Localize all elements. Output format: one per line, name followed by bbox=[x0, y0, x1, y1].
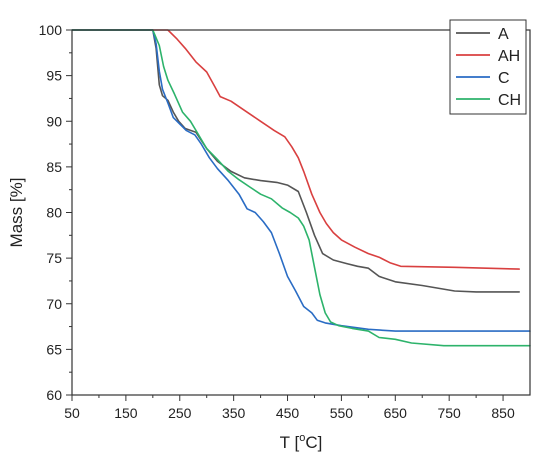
y-tick-label: 90 bbox=[46, 113, 62, 129]
y-tick-label: 75 bbox=[46, 250, 62, 266]
x-tick-label: 750 bbox=[437, 405, 461, 421]
y-axis-title: Mass [%] bbox=[7, 178, 26, 248]
x-tick-label: 250 bbox=[168, 405, 192, 421]
plot-frame bbox=[71, 29, 531, 396]
legend-label-c: C bbox=[498, 70, 510, 87]
y-tick-label: 85 bbox=[46, 159, 62, 175]
x-axis-title-main: T [ bbox=[280, 433, 300, 452]
x-tick-label: 550 bbox=[330, 405, 354, 421]
x-axis-title-end: C] bbox=[305, 433, 322, 452]
y-tick-label: 80 bbox=[46, 205, 62, 221]
legend: A AH C CH bbox=[449, 19, 527, 115]
series-line-a bbox=[71, 29, 520, 293]
y-tick-label: 60 bbox=[46, 387, 62, 403]
x-tick-label: 150 bbox=[114, 405, 138, 421]
series-line-c bbox=[71, 29, 531, 332]
legend-label-a: A bbox=[498, 26, 509, 43]
series-line-ch bbox=[71, 29, 531, 347]
legend-label-ah: AH bbox=[498, 48, 520, 65]
legend-label-ch: CH bbox=[498, 92, 521, 109]
x-tick-label: 650 bbox=[384, 405, 408, 421]
x-tick-label: 850 bbox=[491, 405, 515, 421]
x-tick-label: 350 bbox=[222, 405, 246, 421]
series-line-ah bbox=[71, 29, 520, 270]
y-tick-label: 100 bbox=[39, 22, 63, 38]
y-tick-label: 95 bbox=[46, 68, 62, 84]
x-tick-label: 50 bbox=[64, 405, 80, 421]
y-tick-label: 70 bbox=[46, 296, 62, 312]
data-series bbox=[71, 29, 531, 347]
y-tick-label: 65 bbox=[46, 341, 62, 357]
tick-labels: 50 150 250 350 450 550 650 750 850 60 65 70 75 80 85 90… bbox=[39, 22, 515, 421]
x-tick-label: 450 bbox=[276, 405, 300, 421]
x-axis-title: T [oC] bbox=[280, 432, 323, 452]
x-axis-title-superscript: o bbox=[299, 432, 305, 444]
